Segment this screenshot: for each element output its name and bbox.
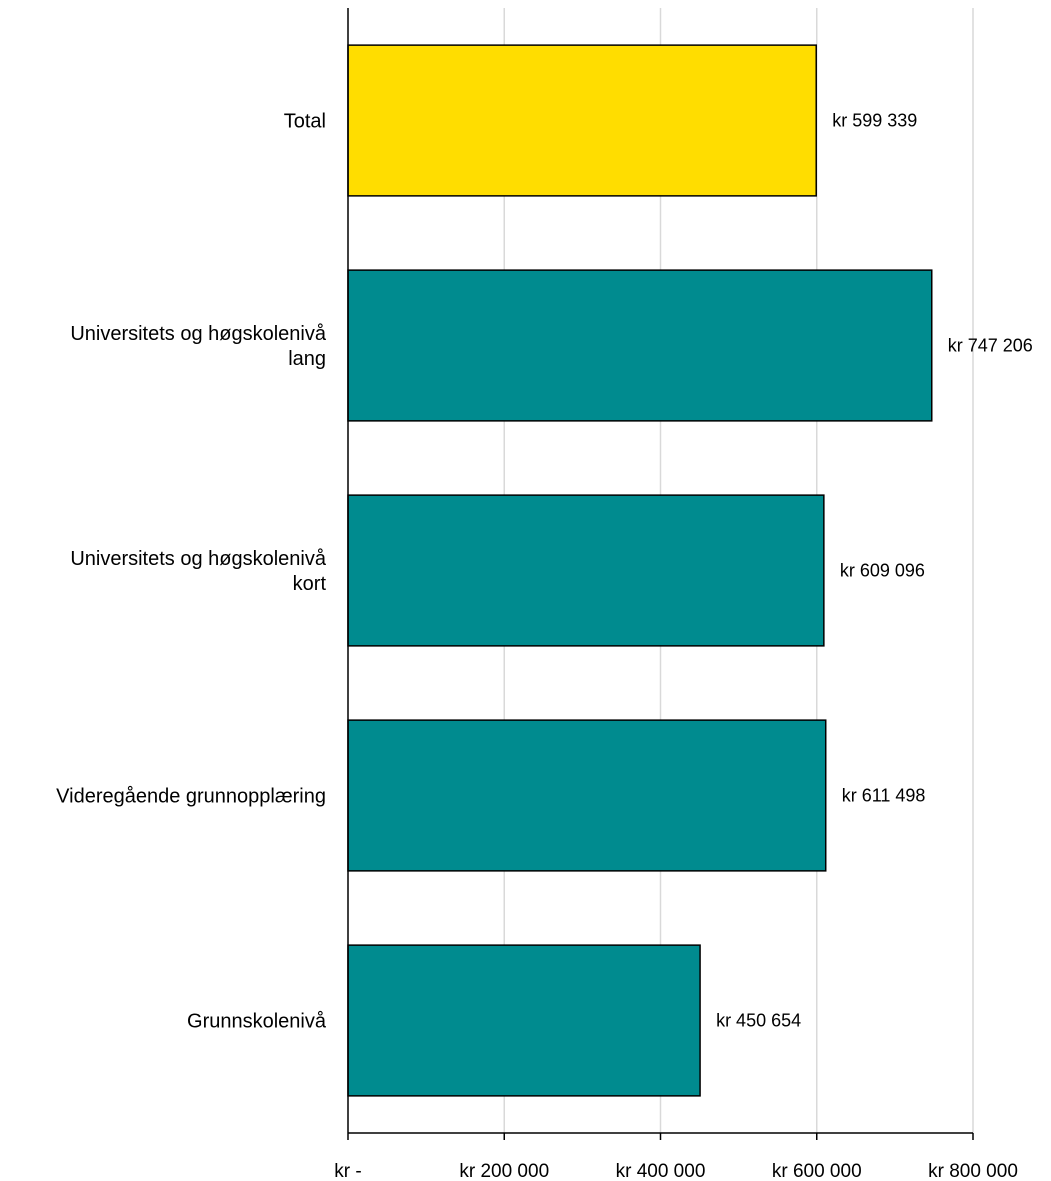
category-label-line: kort [293,573,327,595]
x-tick-label: kr - [334,1161,361,1181]
bar [347,719,827,872]
x-tick-label: kr 600 000 [772,1161,862,1181]
axes [347,8,974,1140]
labels: kr - kr 200 000 kr 400 000 kr 600 000 kr 800… [56,111,1033,1181]
category-label: Videregående grunnopplæring [56,786,326,808]
category-label-line: Universitets og høgskolenivå [70,548,327,570]
data-label: kr 599 339 [832,111,917,131]
category-label-line: lang [288,348,326,370]
category-label: Total [284,111,326,133]
bar-highlight [347,44,817,197]
x-tick-label: kr 400 000 [616,1161,706,1181]
bars [347,44,933,1097]
data-label: kr 450 654 [716,1011,801,1031]
category-label-line: Total [284,111,326,133]
bar [347,494,825,647]
bar [347,269,933,422]
category-label: Universitets og høgskolenivå kort [70,548,327,595]
bar [347,944,701,1097]
x-tick-label: kr 200 000 [459,1161,549,1181]
category-label: Universitets og høgskolenivå lang [70,323,327,370]
category-label: Grunnskolenivå [187,1011,327,1033]
data-label: kr 747 206 [948,336,1033,356]
category-label-line: Grunnskolenivå [187,1011,327,1033]
category-label-line: Videregående grunnopplæring [56,786,326,808]
category-label-line: Universitets og høgskolenivå [70,323,327,345]
data-label: kr 609 096 [840,561,925,581]
data-label: kr 611 498 [842,786,926,806]
x-tick-label: kr 800 000 [928,1161,1018,1181]
